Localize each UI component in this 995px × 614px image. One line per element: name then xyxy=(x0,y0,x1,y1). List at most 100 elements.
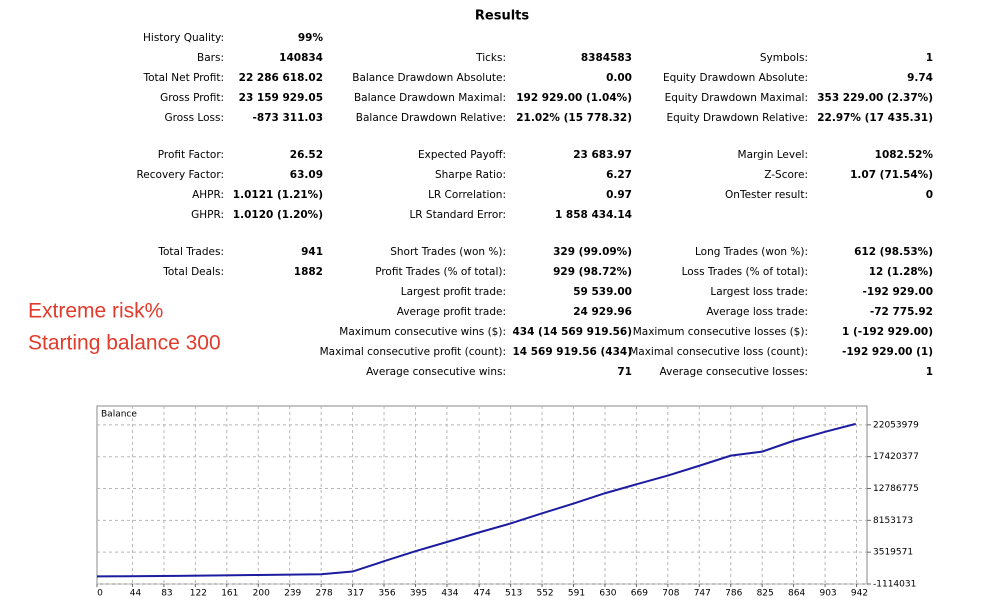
field-label: OnTester result: xyxy=(725,189,808,201)
y-tick-label: -1114031 xyxy=(873,580,916,590)
field-label: Largest loss trade: xyxy=(710,286,808,298)
field-label: Gross Profit: xyxy=(160,92,224,104)
field-label: Total Trades: xyxy=(157,246,224,258)
field-value: -72 775.92 xyxy=(870,306,933,318)
legend-label: Balance xyxy=(101,410,137,420)
x-tick-label: 552 xyxy=(536,589,553,599)
x-tick-label: 317 xyxy=(347,589,364,599)
field-label: Short Trades (won %): xyxy=(390,246,506,258)
field-label: History Quality: xyxy=(143,32,224,44)
balance-line xyxy=(96,422,856,578)
field-value: 0.97 xyxy=(606,189,632,201)
x-tick-label: 200 xyxy=(253,589,270,599)
field-value: 23 159 929.05 xyxy=(239,92,323,104)
field-label: Z-Score: xyxy=(764,169,808,181)
y-tick-label: 8153173 xyxy=(873,516,913,526)
field-label: Equity Drawdown Relative: xyxy=(666,112,808,124)
field-label: Maximal consecutive loss (count): xyxy=(629,346,808,358)
field-value: 14 569 919.56 (434) xyxy=(512,346,632,358)
x-tick-label: 434 xyxy=(441,589,458,599)
field-label: GHPR: xyxy=(191,209,224,221)
field-value: 929 (98.72%) xyxy=(553,266,632,278)
y-tick-label: 12786775 xyxy=(873,484,919,494)
field-value: 1 xyxy=(926,52,933,64)
field-label: AHPR: xyxy=(192,189,224,201)
field-value: 12 (1.28%) xyxy=(869,266,933,278)
field-label: Maximum consecutive wins ($): xyxy=(339,326,506,338)
x-tick-label: 122 xyxy=(190,589,207,599)
field-label: Ticks: xyxy=(475,52,506,64)
field-value: 26.52 xyxy=(290,149,323,161)
field-value: 1 858 434.14 xyxy=(555,209,632,221)
field-value: 192 929.00 (1.04%) xyxy=(516,92,632,104)
annotation: Starting balance 300 xyxy=(28,332,221,355)
field-value: 353 229.00 (2.37%) xyxy=(817,92,933,104)
x-tick-label: 942 xyxy=(851,589,868,599)
x-tick-label: 630 xyxy=(599,589,616,599)
field-label: Gross Loss: xyxy=(165,112,225,124)
field-label: LR Correlation: xyxy=(428,189,506,201)
field-label: Bars: xyxy=(197,52,224,64)
x-tick-label: 161 xyxy=(221,589,238,599)
x-tick-label: 825 xyxy=(757,589,774,599)
field-label: Equity Drawdown Absolute: xyxy=(663,72,808,84)
x-tick-label: 786 xyxy=(725,589,742,599)
field-label: Maximum consecutive losses ($): xyxy=(633,326,808,338)
field-label: Total Deals: xyxy=(162,266,224,278)
report-title: Results xyxy=(475,9,529,24)
x-tick-label: 513 xyxy=(505,589,522,599)
annotation: Extreme risk% xyxy=(28,300,163,323)
field-label: Equity Drawdown Maximal: xyxy=(665,92,808,104)
field-value: 612 (98.53%) xyxy=(854,246,933,258)
chart-frame xyxy=(96,405,868,585)
field-value: 22 286 618.02 xyxy=(239,72,323,84)
field-value: 23 683.97 xyxy=(573,149,632,161)
field-label: Balance Drawdown Relative: xyxy=(356,112,506,124)
field-label: Total Net Profit: xyxy=(142,72,224,84)
field-label: Maximal consecutive profit (count): xyxy=(320,346,506,358)
field-label: Margin Level: xyxy=(738,149,808,161)
field-value: 59 539.00 xyxy=(573,286,632,298)
field-label: Balance Drawdown Maximal: xyxy=(354,92,506,104)
field-value: 329 (99.09%) xyxy=(553,246,632,258)
x-tick-label: 864 xyxy=(788,589,805,599)
field-value: -192 929.00 xyxy=(863,286,933,298)
field-label: Largest profit trade: xyxy=(401,286,506,298)
y-tick-label: 3519571 xyxy=(873,548,913,558)
field-value: 71 xyxy=(617,366,632,378)
field-label: Loss Trades (% of total): xyxy=(682,266,808,278)
field-value: 941 xyxy=(301,246,323,258)
field-value: -192 929.00 (1) xyxy=(842,346,933,358)
field-value: 1 (-192 929.00) xyxy=(842,326,933,338)
field-value: 6.27 xyxy=(606,169,632,181)
field-label: Profit Factor: xyxy=(158,149,224,161)
x-tick-label: 903 xyxy=(819,589,836,599)
field-value: 63.09 xyxy=(290,169,323,181)
field-label: Sharpe Ratio: xyxy=(435,169,506,181)
x-tick-label: 44 xyxy=(130,589,142,599)
x-tick-label: 278 xyxy=(316,589,333,599)
x-tick-label: 669 xyxy=(631,589,648,599)
field-value: 24 929.96 xyxy=(573,306,632,318)
field-value: 0 xyxy=(926,189,933,201)
field-value: 140834 xyxy=(279,52,323,64)
field-value: 99% xyxy=(298,32,324,44)
field-value: 9.74 xyxy=(907,72,933,84)
field-value: 1.0121 (1.21%) xyxy=(233,189,323,201)
field-value: 1 xyxy=(926,366,933,378)
field-value: 434 (14 569 919.56) xyxy=(512,326,632,338)
field-label: Balance Drawdown Absolute: xyxy=(352,72,506,84)
field-label: Average consecutive wins: xyxy=(366,366,506,378)
x-tick-label: 239 xyxy=(284,589,301,599)
field-label: Expected Payoff: xyxy=(418,149,506,161)
field-label: Average loss trade: xyxy=(706,306,808,318)
field-label: LR Standard Error: xyxy=(409,209,506,221)
x-tick-label: 356 xyxy=(378,589,395,599)
field-value: 22.97% (17 435.31) xyxy=(817,112,933,124)
field-value: -873 311.03 xyxy=(253,112,323,124)
x-tick-label: 83 xyxy=(161,589,172,599)
y-tick-label: 22053979 xyxy=(873,420,919,430)
x-tick-label: 474 xyxy=(474,589,491,599)
field-value: 1.0120 (1.20%) xyxy=(233,209,323,221)
